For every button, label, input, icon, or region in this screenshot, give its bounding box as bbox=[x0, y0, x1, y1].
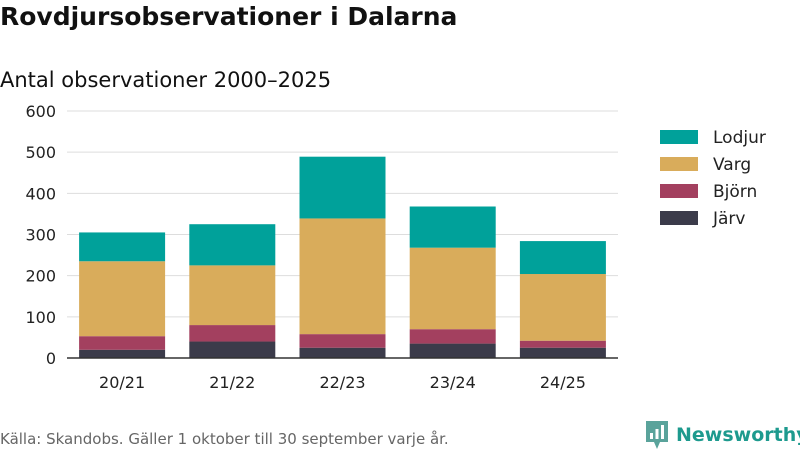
bar-segment bbox=[299, 156, 386, 219]
bar-segment bbox=[79, 261, 166, 337]
x-tick-label: 24/25 bbox=[540, 373, 586, 392]
y-tick-label: 100 bbox=[25, 308, 56, 327]
bar-segment bbox=[189, 341, 276, 358]
legend-label: Björn bbox=[713, 182, 757, 202]
source-note: Källa: Skandobs. Gäller 1 oktober till 3… bbox=[0, 430, 449, 448]
bar-chart-icon bbox=[646, 421, 668, 449]
bar-segment bbox=[409, 247, 496, 330]
bar-segment bbox=[299, 218, 386, 335]
x-tick-label: 20/21 bbox=[99, 373, 145, 392]
y-tick-label: 0 bbox=[46, 349, 56, 368]
x-tick-label: 23/24 bbox=[430, 373, 476, 392]
bar-segment bbox=[519, 340, 606, 348]
y-tick-label: 400 bbox=[25, 184, 56, 203]
y-tick-label: 600 bbox=[25, 102, 56, 121]
y-tick-label: 300 bbox=[25, 226, 56, 245]
brand-name: Newsworthy bbox=[676, 424, 800, 446]
bar-segment bbox=[189, 325, 276, 342]
legend-label: Lodjur bbox=[713, 128, 766, 148]
chart-subtitle: Antal observationer 2000–2025 bbox=[0, 68, 332, 92]
legend-swatch bbox=[660, 211, 698, 225]
bar-segment bbox=[299, 347, 386, 358]
legend-swatch bbox=[660, 130, 698, 144]
bar-segment bbox=[409, 329, 496, 344]
y-tick-label: 200 bbox=[25, 267, 56, 286]
legend-swatch bbox=[660, 184, 698, 198]
bar-segment bbox=[189, 224, 276, 266]
legend-label: Varg bbox=[713, 155, 751, 175]
x-tick-label: 22/23 bbox=[319, 373, 365, 392]
bar-segment bbox=[519, 241, 606, 275]
bar-segment bbox=[519, 347, 606, 358]
brand-logo: Newsworthy bbox=[644, 420, 800, 450]
bar-segment bbox=[79, 336, 166, 350]
bar-segment bbox=[519, 274, 606, 341]
legend-swatch bbox=[660, 157, 698, 171]
bar-segment bbox=[299, 334, 386, 348]
x-tick-label: 21/22 bbox=[209, 373, 255, 392]
chart-title: Rovdjursobservationer i Dalarna bbox=[0, 2, 458, 31]
legend-label: Järv bbox=[712, 209, 745, 229]
y-tick-label: 500 bbox=[25, 143, 56, 162]
bar-segment bbox=[409, 343, 496, 358]
bar-segment bbox=[79, 232, 166, 262]
bar-segment bbox=[409, 206, 496, 248]
bar-segment bbox=[79, 349, 166, 358]
bar-segment bbox=[189, 265, 276, 326]
